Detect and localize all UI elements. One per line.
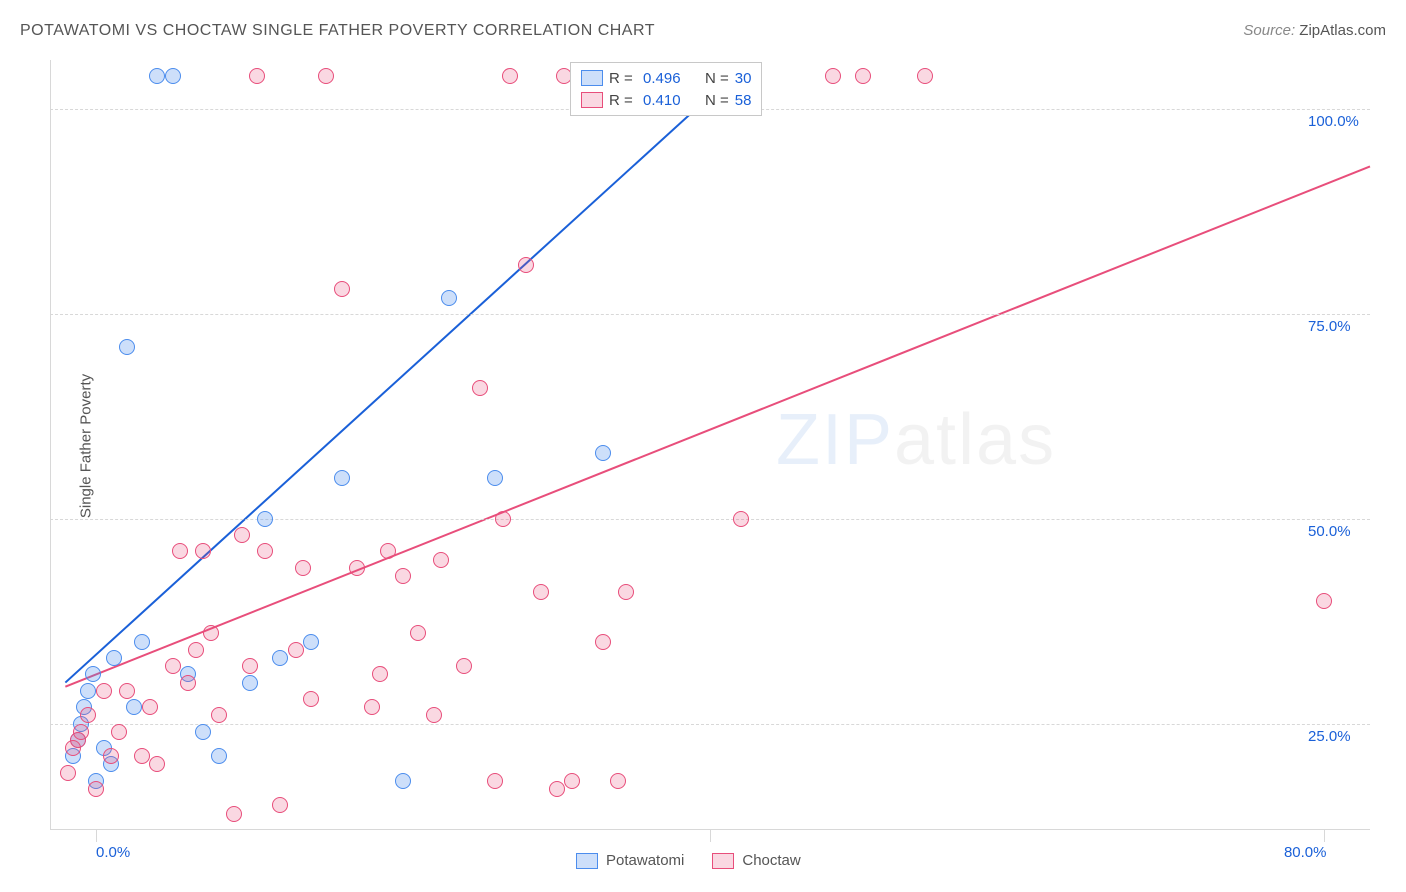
data-point [595, 445, 611, 461]
data-point [165, 658, 181, 674]
data-point [426, 707, 442, 723]
data-point [334, 281, 350, 297]
legend-n-value: 30 [735, 70, 752, 87]
data-point [618, 584, 634, 600]
legend-r-value: 0.410 [643, 92, 693, 109]
gridline [50, 314, 1370, 315]
data-point [242, 658, 258, 674]
data-point [234, 527, 250, 543]
data-point [257, 511, 273, 527]
data-point [334, 470, 350, 486]
series-name: Choctaw [742, 852, 800, 869]
series-legend: Potawatomi Choctaw [576, 852, 801, 869]
data-point [180, 675, 196, 691]
data-point [564, 773, 580, 789]
x-tick-label: 80.0% [1284, 844, 1327, 861]
data-point [226, 806, 242, 822]
data-point [188, 642, 204, 658]
regression-line [65, 68, 740, 682]
data-point [211, 748, 227, 764]
legend-swatch [581, 92, 603, 108]
regression-lines [50, 60, 1370, 830]
data-point [433, 552, 449, 568]
data-point [119, 683, 135, 699]
data-point [303, 634, 319, 650]
legend-swatch [712, 853, 734, 869]
legend-r-value: 0.496 [643, 70, 693, 87]
x-tick-label: 0.0% [96, 844, 130, 861]
data-point [119, 339, 135, 355]
data-point [1316, 593, 1332, 609]
legend-r-label: R = [609, 70, 637, 87]
series-name: Potawatomi [606, 852, 684, 869]
chart-title: POTAWATOMI VS CHOCTAW SINGLE FATHER POVE… [20, 22, 655, 40]
data-point [549, 781, 565, 797]
data-point [295, 560, 311, 576]
data-point [134, 634, 150, 650]
legend-swatch [576, 853, 598, 869]
data-point [303, 691, 319, 707]
plot-area: ZIPatlas 25.0%50.0%75.0%100.0%0.0%80.0% [50, 60, 1370, 830]
data-point [73, 724, 89, 740]
legend-row: R = 0.410 N = 58 [581, 89, 751, 111]
series-legend-item: Choctaw [712, 852, 800, 869]
source-value: ZipAtlas.com [1299, 22, 1386, 39]
legend-n-label: N = [705, 92, 729, 109]
legend-row: R = 0.496 N = 30 [581, 67, 751, 89]
data-point [88, 781, 104, 797]
data-point [472, 380, 488, 396]
gridline [50, 519, 1370, 520]
source-label: Source: [1243, 22, 1295, 39]
y-tick-label: 50.0% [1308, 523, 1351, 540]
legend-r-label: R = [609, 92, 637, 109]
data-point [395, 568, 411, 584]
source-attribution: Source: ZipAtlas.com [1243, 22, 1386, 39]
data-point [733, 511, 749, 527]
legend-swatch [581, 70, 603, 86]
data-point [518, 257, 534, 273]
data-point [242, 675, 258, 691]
data-point [288, 642, 304, 658]
y-axis-line [50, 60, 51, 830]
data-point [142, 699, 158, 715]
gridline [50, 724, 1370, 725]
legend-n-label: N = [705, 70, 729, 87]
x-tick-mark [710, 830, 711, 842]
y-tick-label: 75.0% [1308, 318, 1351, 335]
regression-line [65, 166, 1370, 686]
x-tick-mark [96, 830, 97, 842]
series-legend-item: Potawatomi [576, 852, 684, 869]
correlation-legend: R = 0.496 N = 30 R = 0.410 N = 58 [570, 62, 762, 116]
data-point [395, 773, 411, 789]
data-point [80, 683, 96, 699]
y-tick-label: 100.0% [1308, 113, 1359, 130]
data-point [595, 634, 611, 650]
data-point [96, 683, 112, 699]
data-point [495, 511, 511, 527]
y-tick-label: 25.0% [1308, 728, 1351, 745]
data-point [610, 773, 626, 789]
data-point [487, 470, 503, 486]
x-tick-mark [1324, 830, 1325, 842]
data-point [487, 773, 503, 789]
data-point [60, 765, 76, 781]
legend-n-value: 58 [735, 92, 752, 109]
data-point [441, 290, 457, 306]
data-point [349, 560, 365, 576]
data-point [111, 724, 127, 740]
